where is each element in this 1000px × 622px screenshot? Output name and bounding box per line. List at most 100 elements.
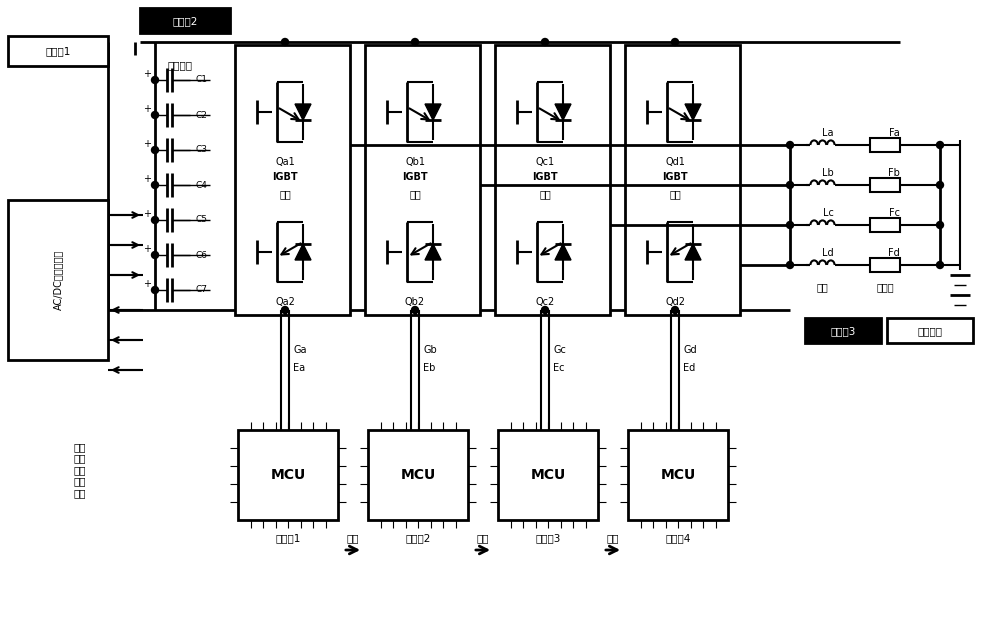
Text: 同步: 同步: [607, 533, 619, 543]
Bar: [870, 178, 900, 192]
Text: C6: C6: [195, 251, 207, 259]
Text: Gd: Gd: [683, 345, 697, 355]
Text: 模块: 模块: [669, 189, 681, 199]
Text: +: +: [143, 279, 151, 289]
Circle shape: [542, 307, 548, 313]
Text: 电池负载: 电池负载: [918, 326, 942, 336]
Polygon shape: [555, 104, 571, 120]
Circle shape: [152, 251, 158, 259]
Text: MCU: MCU: [660, 468, 696, 482]
Bar: [498, 430, 598, 520]
Text: Qc2: Qc2: [535, 297, 555, 307]
Bar: [365, 45, 480, 315]
Polygon shape: [295, 104, 311, 120]
Bar: [235, 45, 350, 315]
Polygon shape: [685, 244, 701, 260]
Bar: [8, 36, 108, 66]
Text: Qc1: Qc1: [535, 157, 555, 167]
Text: Fc: Fc: [889, 208, 900, 218]
Text: 分流器: 分流器: [876, 282, 894, 292]
Text: Gb: Gb: [423, 345, 437, 355]
Text: 模块: 模块: [409, 189, 421, 199]
Text: MCU: MCU: [270, 468, 306, 482]
Circle shape: [152, 216, 158, 223]
Text: IGBT: IGBT: [532, 172, 558, 182]
Text: 测试点1: 测试点1: [45, 46, 71, 56]
Text: 单片机1: 单片机1: [275, 533, 301, 543]
Circle shape: [786, 141, 794, 149]
Circle shape: [282, 307, 288, 313]
Polygon shape: [295, 244, 311, 260]
Polygon shape: [685, 104, 701, 120]
Text: Fa: Fa: [889, 128, 899, 138]
Circle shape: [282, 39, 288, 45]
Polygon shape: [425, 104, 441, 120]
Text: MCU: MCU: [530, 468, 566, 482]
Circle shape: [936, 261, 944, 269]
Circle shape: [542, 39, 548, 45]
Text: C1: C1: [195, 75, 207, 85]
Text: 同步: 同步: [477, 533, 489, 543]
Text: 测试点3: 测试点3: [830, 326, 856, 336]
Text: Fb: Fb: [888, 168, 900, 178]
Bar: [368, 430, 468, 520]
Text: C5: C5: [195, 215, 207, 225]
Text: Ga: Ga: [293, 345, 306, 355]
Circle shape: [786, 221, 794, 228]
Text: C7: C7: [195, 285, 207, 294]
Text: IGBT: IGBT: [272, 172, 298, 182]
Text: Lc: Lc: [823, 208, 833, 218]
Text: 单片机4: 单片机4: [665, 533, 691, 543]
Text: Ea: Ea: [293, 363, 305, 373]
Text: C4: C4: [195, 180, 207, 190]
Text: IGBT: IGBT: [662, 172, 688, 182]
Text: 模块: 模块: [539, 189, 551, 199]
Circle shape: [412, 39, 418, 45]
Bar: [870, 258, 900, 272]
Text: Ld: Ld: [822, 248, 834, 258]
Circle shape: [152, 182, 158, 188]
Circle shape: [786, 182, 794, 188]
Text: +: +: [143, 244, 151, 254]
Text: Gc: Gc: [553, 345, 566, 355]
Bar: [805, 318, 881, 343]
Text: +: +: [143, 104, 151, 114]
Text: Qd1: Qd1: [665, 157, 685, 167]
Text: Lb: Lb: [822, 168, 834, 178]
Circle shape: [936, 182, 944, 188]
Text: 多单
片机
错相
工作
方式: 多单 片机 错相 工作 方式: [74, 442, 86, 498]
Bar: [628, 430, 728, 520]
Text: 单片机2: 单片机2: [405, 533, 431, 543]
Text: +: +: [143, 174, 151, 184]
Bar: [8, 200, 108, 360]
Text: Qb1: Qb1: [405, 157, 425, 167]
Text: +: +: [143, 139, 151, 149]
Bar: [495, 45, 610, 315]
Text: C3: C3: [195, 146, 207, 154]
Text: +: +: [143, 209, 151, 219]
Text: +: +: [143, 69, 151, 79]
Text: 同步: 同步: [347, 533, 359, 543]
Bar: [625, 45, 740, 315]
Text: IGBT: IGBT: [402, 172, 428, 182]
Text: La: La: [822, 128, 834, 138]
Circle shape: [672, 307, 678, 313]
Text: 电解电容: 电解电容: [168, 60, 192, 70]
Circle shape: [152, 287, 158, 294]
Text: Qa2: Qa2: [275, 297, 295, 307]
Circle shape: [786, 261, 794, 269]
Text: Ec: Ec: [553, 363, 564, 373]
Text: Eb: Eb: [423, 363, 435, 373]
Circle shape: [152, 147, 158, 154]
Bar: [238, 430, 338, 520]
Text: 单片机3: 单片机3: [535, 533, 561, 543]
Text: Qb2: Qb2: [405, 297, 425, 307]
Circle shape: [152, 77, 158, 83]
Circle shape: [936, 221, 944, 228]
Bar: [887, 318, 973, 343]
Text: Ed: Ed: [683, 363, 695, 373]
Text: Qd2: Qd2: [665, 297, 685, 307]
Text: C2: C2: [195, 111, 207, 119]
Bar: [140, 8, 230, 33]
Circle shape: [412, 307, 418, 313]
